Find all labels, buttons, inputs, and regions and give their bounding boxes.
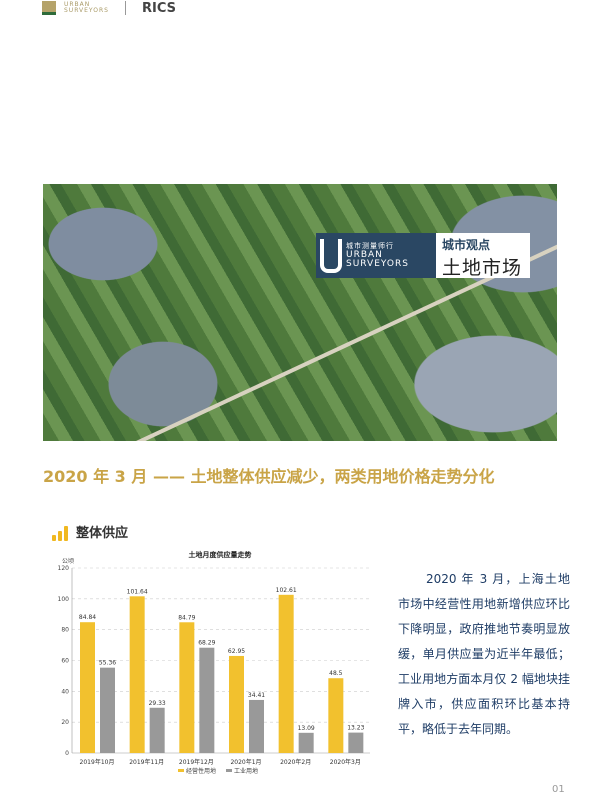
bar-commercial <box>80 622 95 753</box>
x-tick-label: 2020年2月 <box>280 758 311 766</box>
data-label: 101.64 <box>127 588 148 595</box>
y-tick-label: 40 <box>61 688 69 695</box>
data-label: 62.95 <box>228 648 245 655</box>
bar-industrial <box>249 699 264 753</box>
data-label: 102.61 <box>276 587 297 594</box>
bar-commercial <box>229 655 244 753</box>
section-header: 整体供应 <box>52 522 128 541</box>
data-label: 84.84 <box>79 614 96 621</box>
y-tick-label: 80 <box>61 627 69 634</box>
x-tick-label: 2020年1月 <box>230 758 261 766</box>
brand-en1: URBAN <box>346 250 383 260</box>
bar-commercial <box>179 622 195 753</box>
y-tick-label: 60 <box>61 658 69 665</box>
legend-swatch <box>226 769 232 772</box>
brand-en2: SURVEYORS <box>346 259 409 269</box>
bar-commercial <box>328 678 344 753</box>
rics-logo: RICS <box>141 0 176 16</box>
y-axis-unit: 公顷 <box>62 557 74 565</box>
bar-commercial <box>278 594 294 753</box>
data-label: 13.23 <box>347 725 364 732</box>
legend-label: 经营性用地 <box>186 767 216 775</box>
bar-industrial <box>348 732 364 753</box>
data-label: 55.36 <box>99 660 116 667</box>
bar-industrial <box>298 732 314 753</box>
legend-swatch <box>178 769 184 772</box>
chart-title: 土地月度供应量走势 <box>189 550 252 559</box>
bar-industrial <box>149 707 165 753</box>
header: URBAN SURVEYORS RICS <box>42 0 176 16</box>
bar-commercial <box>129 596 145 753</box>
brand-logo-icon <box>320 238 342 273</box>
divider <box>124 1 126 15</box>
topic: 土地市场 <box>442 257 523 279</box>
x-tick-label: 2020年3月 <box>330 758 361 766</box>
brand-cn: 城市测量师行 <box>346 242 394 250</box>
data-label: 13.09 <box>298 725 315 732</box>
data-label: 34.41 <box>248 692 265 699</box>
column-name: 城市观点 <box>442 238 491 252</box>
banner-brand: 城市测量师行 URBAN SURVEYORS 城市观点 土地市场 <box>316 233 530 279</box>
data-label: 29.33 <box>149 700 166 707</box>
x-tick-label: 2019年10月 <box>80 758 115 766</box>
page-number: 01 <box>552 784 565 795</box>
y-tick-label: 100 <box>58 596 70 603</box>
logo-line2: SURVEYORS <box>64 7 109 14</box>
y-tick-label: 0 <box>65 750 69 757</box>
data-label: 48.5 <box>329 670 343 677</box>
aerial-photo: 城市测量师行 URBAN SURVEYORS 城市观点 土地市场 <box>43 184 557 441</box>
bar-chart-icon <box>52 526 68 541</box>
headline: 2020 年 3 月 —— 土地整体供应减少，两类用地价格走势分化 <box>43 467 495 486</box>
section-title: 整体供应 <box>76 526 129 541</box>
data-label: 68.29 <box>198 640 215 647</box>
logo-line1: URBAN <box>64 1 91 8</box>
data-label: 84.79 <box>178 614 195 621</box>
x-tick-label: 2019年11月 <box>129 758 164 766</box>
bar-industrial <box>199 647 215 753</box>
bar-industrial <box>100 667 115 753</box>
body-text: 2020 年 3 月，上海土地市场中经营性用地新增供应环比下降明显，政府推地节奏… <box>398 572 570 736</box>
urban-surveyors-logo-icon <box>42 1 56 15</box>
y-tick-label: 120 <box>58 565 70 572</box>
y-tick-label: 20 <box>61 719 69 726</box>
x-tick-label: 2019年12月 <box>179 758 214 766</box>
legend-label: 工业用地 <box>234 767 258 775</box>
